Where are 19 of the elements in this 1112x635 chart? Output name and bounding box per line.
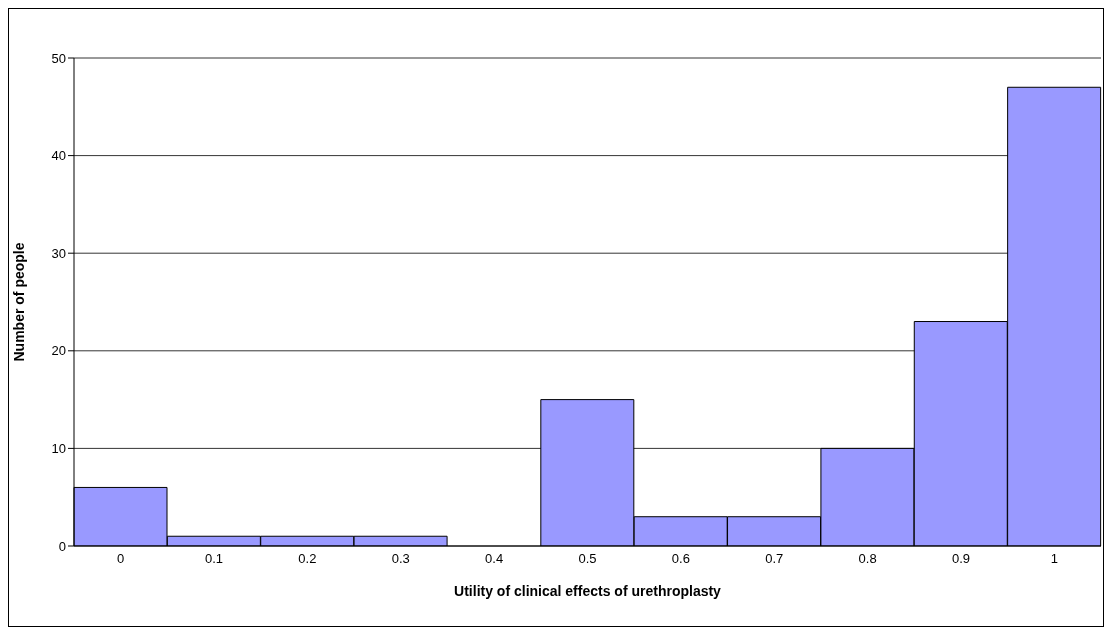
x-tick-label: 0.6 bbox=[671, 551, 690, 567]
x-tick-label: 0.4 bbox=[485, 551, 504, 567]
y-tick-label: 40 bbox=[51, 148, 66, 164]
y-tick-label: 30 bbox=[51, 245, 66, 261]
y-tick-label: 20 bbox=[51, 343, 66, 359]
x-tick-label: 0.2 bbox=[298, 551, 317, 567]
x-tick-label: 1 bbox=[1050, 551, 1058, 567]
x-tick-label: 0.5 bbox=[578, 551, 597, 567]
y-tick-label: 50 bbox=[51, 50, 66, 66]
y-tick-label: 10 bbox=[51, 441, 66, 457]
x-axis-title: Utility of clinical effects of urethroplasty bbox=[454, 583, 722, 599]
x-tick-label: 0.9 bbox=[951, 551, 970, 567]
x-tick-label: 0.8 bbox=[858, 551, 877, 567]
y-tick-label: 0 bbox=[58, 538, 66, 554]
x-tick-label: 0.3 bbox=[391, 551, 410, 567]
x-tick-label: 0.1 bbox=[205, 551, 224, 567]
y-axis-title: Number of people bbox=[10, 242, 27, 362]
x-tick-label: 0 bbox=[117, 551, 125, 567]
x-tick-label: 0.7 bbox=[765, 551, 784, 567]
